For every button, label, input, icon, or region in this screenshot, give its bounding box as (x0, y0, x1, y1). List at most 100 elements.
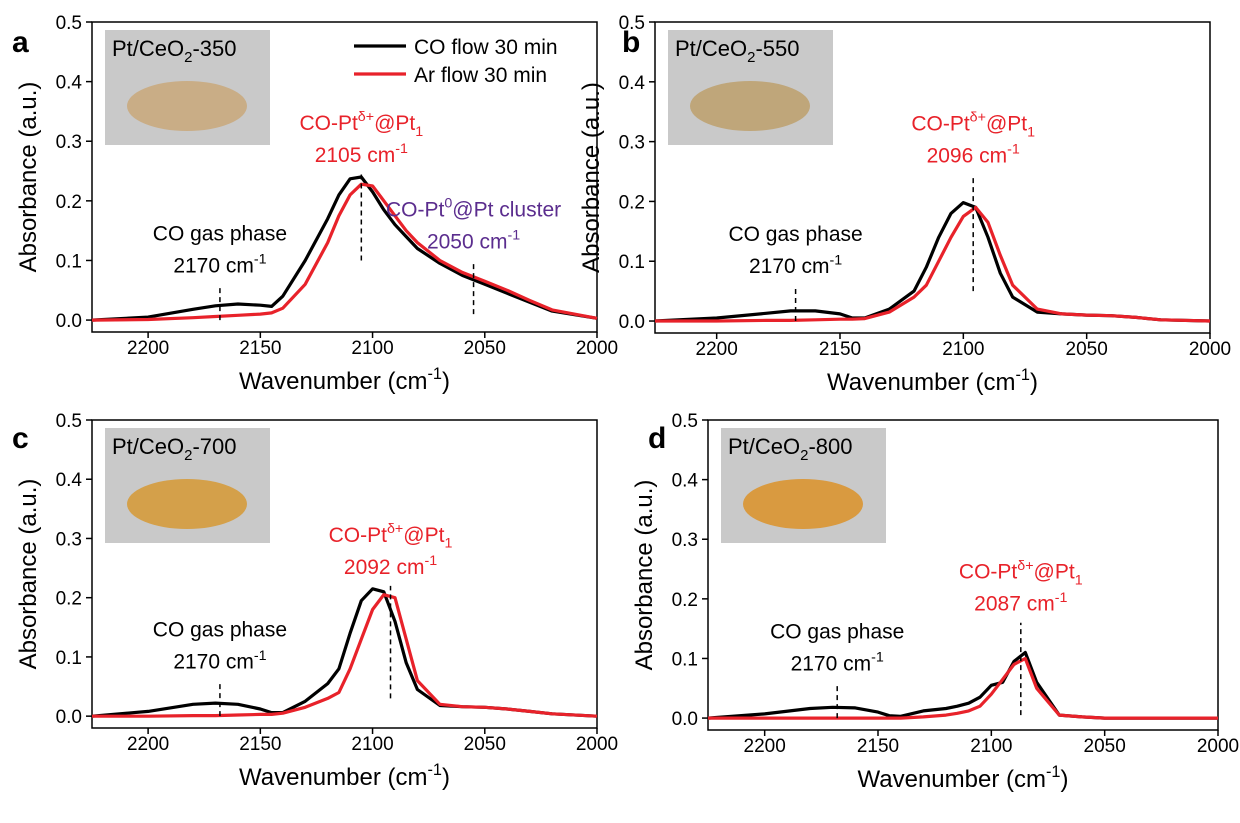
y-tick-label: 0.5 (672, 411, 698, 432)
panel: c Pt/CeO2-700 2200 2150 2100 2050 2000 0.0 0.1 0.… (12, 411, 618, 791)
series-line (707, 650, 1218, 720)
x-tick-label: 2150 (239, 734, 281, 755)
annotation-text: 2050 cm-1 (427, 228, 520, 254)
text-part: CO-Pt (959, 561, 1018, 584)
text-part: 0 (444, 196, 452, 212)
x-tick-label: 2200 (696, 339, 738, 360)
text-part: @Pt (403, 524, 444, 547)
x-tick-label: 2150 (239, 338, 281, 359)
text-part: Pt/CeO (112, 434, 184, 459)
y-tick-label: 0.4 (56, 470, 83, 491)
text-part: 2170 cm (173, 651, 254, 674)
x-axis-title: Wavenumber (cm-1) (239, 761, 450, 791)
text-part: 2170 cm (749, 255, 830, 278)
text-part: 2050 cm (427, 230, 508, 253)
panel-label: b (622, 26, 640, 59)
x-tick-label: 2000 (1189, 339, 1231, 360)
text-part: -800 (808, 434, 852, 459)
y-tick-label: 0.5 (56, 13, 82, 34)
x-axis-title: Wavenumber (cm-1) (827, 366, 1038, 396)
x-tick-label: 2100 (351, 338, 393, 359)
text-part: @Pt (986, 113, 1027, 136)
annotation-text: CO-Ptδ+@Pt1 (329, 521, 453, 552)
annotation-text: 2170 cm-1 (173, 648, 266, 674)
x-tick-label: 2000 (576, 734, 618, 755)
text-part: -1 (427, 761, 442, 779)
text-part: -700 (192, 434, 236, 459)
sample-photo (743, 479, 863, 529)
x-tick-label: 2000 (576, 338, 618, 359)
annotation-text: 2170 cm-1 (749, 252, 842, 278)
x-tick-label: 2050 (464, 338, 506, 359)
text-part: 2092 cm (344, 556, 425, 579)
x-tick-label: 2200 (127, 734, 169, 755)
x-tick-label: 2050 (464, 734, 506, 755)
text-part: 1 (444, 536, 452, 552)
y-tick-label: 0.5 (56, 411, 82, 432)
annotation-text: 2092 cm-1 (344, 553, 437, 579)
text-part: -1 (830, 252, 843, 268)
plot-frame (707, 419, 1219, 731)
text-part: -1 (871, 649, 884, 665)
y-tick-label: 0.5 (619, 13, 645, 34)
y-tick-label: 0.2 (56, 589, 82, 610)
text-part: Pt/CeO (675, 36, 747, 61)
text-part: @Pt cluster (452, 198, 561, 221)
y-tick-label: 0.3 (56, 529, 82, 550)
text-part: Wavenumber (cm (239, 764, 427, 791)
y-axis-title: Absorbance (a.u.) (578, 82, 605, 273)
y-tick-label: 0.4 (672, 471, 699, 492)
sample-label: Pt/CeO2-550 (675, 36, 800, 66)
plot-frame (91, 419, 598, 729)
series-line (654, 201, 1211, 323)
annotation-text: CO gas phase (770, 620, 904, 643)
text-part: CO-Pt (386, 198, 445, 221)
y-tick-label: 0.1 (672, 649, 698, 670)
panel-label: a (12, 26, 29, 59)
text-part: 1 (1075, 573, 1083, 589)
y-tick-label: 0.4 (619, 73, 646, 94)
x-tick-label: 2200 (127, 338, 169, 359)
y-tick-label: 0.3 (672, 530, 698, 551)
x-tick-label: 2100 (351, 734, 393, 755)
annotation-text: 2096 cm-1 (927, 142, 1020, 168)
y-tick-label: 0.0 (56, 707, 82, 728)
text-part: Pt/CeO (112, 36, 184, 61)
x-tick-label: 2000 (1197, 736, 1239, 757)
text-part: @Pt (1034, 561, 1075, 584)
sample-label: Pt/CeO2-800 (728, 434, 853, 464)
text-part: -1 (254, 648, 267, 664)
text-part: δ+ (970, 110, 986, 126)
text-part: 2170 cm (173, 254, 254, 277)
text-part: ) (442, 368, 450, 395)
y-tick-label: 0.2 (56, 192, 82, 213)
panel: d Pt/CeO2-800 2200 2150 2100 2050 2000 0.0 0.1 0.… (631, 411, 1239, 793)
text-part: δ+ (387, 521, 403, 537)
text-part: CO gas phase (728, 223, 862, 246)
sample-photo (127, 81, 247, 131)
text-part: Wavenumber (cm (858, 766, 1046, 793)
text-part: -350 (192, 36, 236, 61)
series-line (708, 656, 1218, 720)
text-part: 2 (184, 49, 192, 66)
x-axis-title: Wavenumber (cm-1) (858, 763, 1069, 793)
plot-frame (654, 21, 1211, 334)
text-part: -1 (395, 141, 408, 157)
y-axis-title: Absorbance (a.u.) (15, 479, 42, 670)
panel-label: d (648, 422, 666, 455)
text-part: 2 (184, 447, 192, 464)
text-part: 2105 cm (315, 144, 396, 167)
annotation-text: CO-Ptδ+@Pt1 (911, 110, 1035, 141)
text-part: ) (1030, 369, 1038, 396)
sample-label: Pt/CeO2-700 (112, 434, 237, 464)
y-tick-label: 0.1 (56, 648, 82, 669)
y-axis-title: Absorbance (a.u.) (631, 480, 658, 671)
y-tick-label: 0.3 (619, 133, 645, 154)
text-part: CO gas phase (770, 620, 904, 643)
text-part: 2 (800, 447, 808, 464)
annotation-text: CO gas phase (153, 619, 287, 642)
text-part: -1 (424, 553, 437, 569)
annotation-text: CO-Ptδ+@Pt1 (299, 109, 423, 140)
text-part: 2087 cm (974, 593, 1055, 616)
